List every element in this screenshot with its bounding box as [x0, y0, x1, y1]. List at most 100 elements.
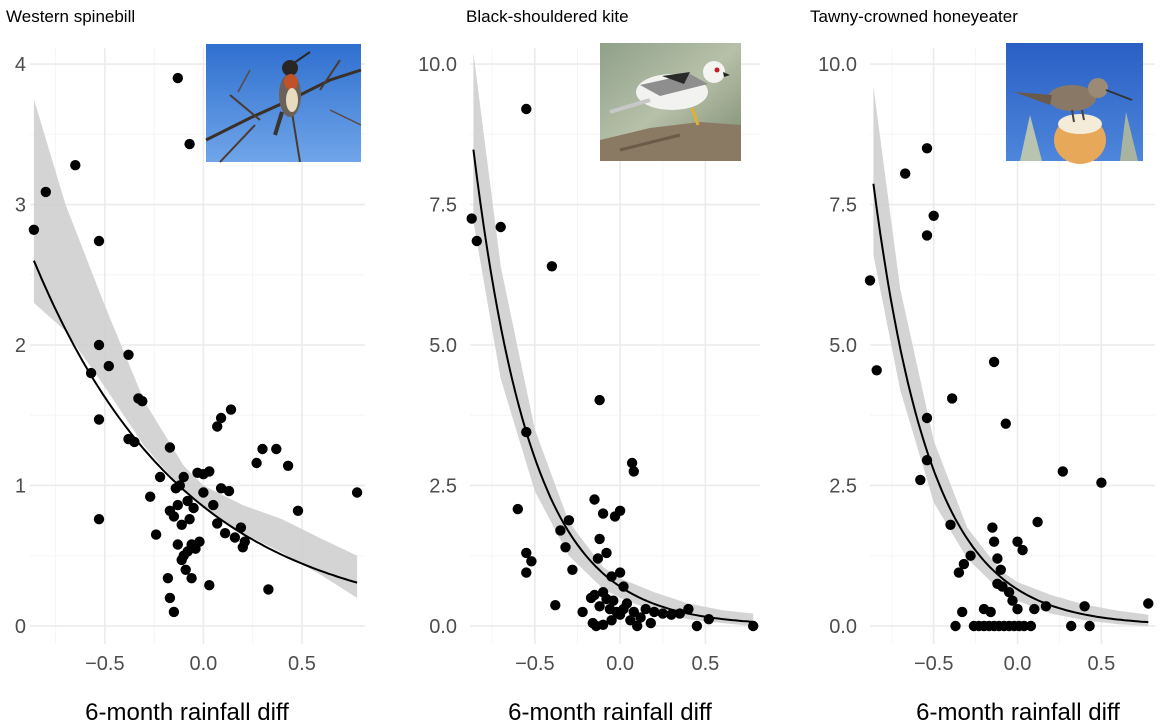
data-points	[466, 103, 759, 632]
data-point	[657, 608, 668, 619]
panel-title: Tawny-crowned honeyeater	[810, 7, 1018, 26]
data-point	[215, 412, 227, 424]
data-point	[674, 608, 685, 619]
data-point	[608, 595, 619, 606]
data-point	[123, 349, 134, 360]
data-point	[628, 466, 639, 477]
data-point	[606, 571, 617, 582]
data-point	[174, 480, 185, 491]
data-point	[632, 620, 643, 632]
data-point	[212, 421, 223, 432]
data-point	[594, 533, 605, 545]
data-point	[154, 471, 166, 483]
data-point	[691, 620, 703, 632]
y-tick-label: 4	[15, 54, 26, 76]
y-tick-label: 7.5	[429, 195, 457, 217]
data-point	[992, 553, 1003, 564]
x-tick-label: 0.0	[606, 653, 634, 675]
data-point	[184, 514, 195, 525]
data-point	[168, 606, 180, 618]
data-point	[466, 213, 477, 224]
x-axis-title: 6-month rainfall diff	[916, 699, 1120, 726]
y-tick-label: 1	[15, 475, 26, 497]
x-axis-ticks: −0.5 0.0 0.5	[515, 653, 719, 675]
data-point	[1084, 620, 1095, 632]
tawny-crowned-honeyeater-photo	[1006, 43, 1143, 164]
panel-tawny-crowned-honeyeater: Tawny-crowned honeyeater 0.0 2.5 5.0 7.5 10.…	[810, 7, 1155, 726]
data-point	[621, 598, 633, 609]
data-point	[137, 396, 148, 407]
data-point	[985, 606, 996, 618]
x-tick-label: −0.5	[85, 653, 124, 675]
data-point	[589, 494, 600, 505]
data-point	[666, 609, 677, 620]
data-point	[1066, 620, 1077, 632]
data-point	[219, 528, 231, 539]
data-point	[150, 529, 162, 540]
data-point	[521, 103, 532, 115]
data-point	[28, 224, 40, 235]
data-point	[237, 542, 248, 553]
data-point	[103, 360, 115, 372]
data-point	[1012, 603, 1023, 615]
y-axis-ticks: 0.0 2.5 5.0 7.5 10.0	[818, 54, 857, 638]
data-point	[225, 404, 237, 415]
data-point	[1143, 598, 1154, 609]
data-point	[597, 619, 609, 630]
data-point	[162, 573, 174, 584]
data-point	[614, 567, 626, 578]
data-point	[594, 601, 605, 612]
data-point	[597, 508, 609, 519]
data-point	[988, 356, 1000, 368]
data-point	[946, 393, 958, 404]
confidence-ribbon	[33, 99, 358, 598]
data-point	[958, 558, 970, 570]
data-point	[577, 606, 588, 618]
data-point	[263, 584, 274, 595]
data-point	[521, 567, 532, 578]
data-point	[594, 394, 605, 406]
data-point	[1057, 466, 1069, 477]
western-spinebill-photo	[205, 44, 362, 163]
data-point	[178, 471, 189, 483]
data-point	[145, 491, 156, 502]
data-point	[1017, 544, 1028, 556]
data-point	[921, 455, 933, 466]
data-point	[93, 235, 105, 247]
data-point	[129, 436, 140, 448]
y-axis-ticks: 0 1 2 3 4	[15, 54, 26, 638]
y-tick-label: 2.5	[429, 475, 457, 497]
data-point	[614, 505, 626, 516]
data-point	[592, 553, 604, 564]
data-point	[164, 442, 176, 453]
data-point	[871, 365, 882, 376]
data-point	[950, 620, 961, 632]
data-point	[212, 518, 223, 529]
data-point	[928, 210, 939, 221]
data-point	[1032, 516, 1043, 528]
data-point	[229, 532, 241, 543]
data-point	[645, 617, 656, 629]
y-tick-label: 2.5	[829, 475, 857, 497]
panel-western-spinebill: Western spinebill 0 1 2 3 4 −0.5 0.0 0.5 6-mon…	[6, 7, 365, 726]
data-point	[635, 612, 646, 623]
data-points	[28, 72, 363, 618]
data-point	[471, 235, 482, 247]
data-point	[180, 564, 191, 575]
data-point	[640, 603, 651, 615]
data-point	[215, 483, 227, 494]
data-point	[649, 606, 660, 618]
data-point	[521, 426, 532, 438]
data-point	[555, 525, 566, 536]
fit-line	[872, 183, 1149, 624]
data-point	[176, 519, 187, 530]
x-axis-ticks: −0.5 0.0 0.5	[85, 653, 316, 675]
confidence-band	[873, 86, 1149, 626]
data-point	[85, 367, 97, 379]
y-tick-label: 2	[15, 335, 26, 357]
data-point	[204, 466, 215, 477]
data-point	[921, 143, 933, 154]
data-point	[292, 505, 304, 516]
y-axis-ticks: 0.0 2.5 5.0 7.5 10.0	[418, 54, 457, 638]
data-point	[182, 495, 193, 507]
